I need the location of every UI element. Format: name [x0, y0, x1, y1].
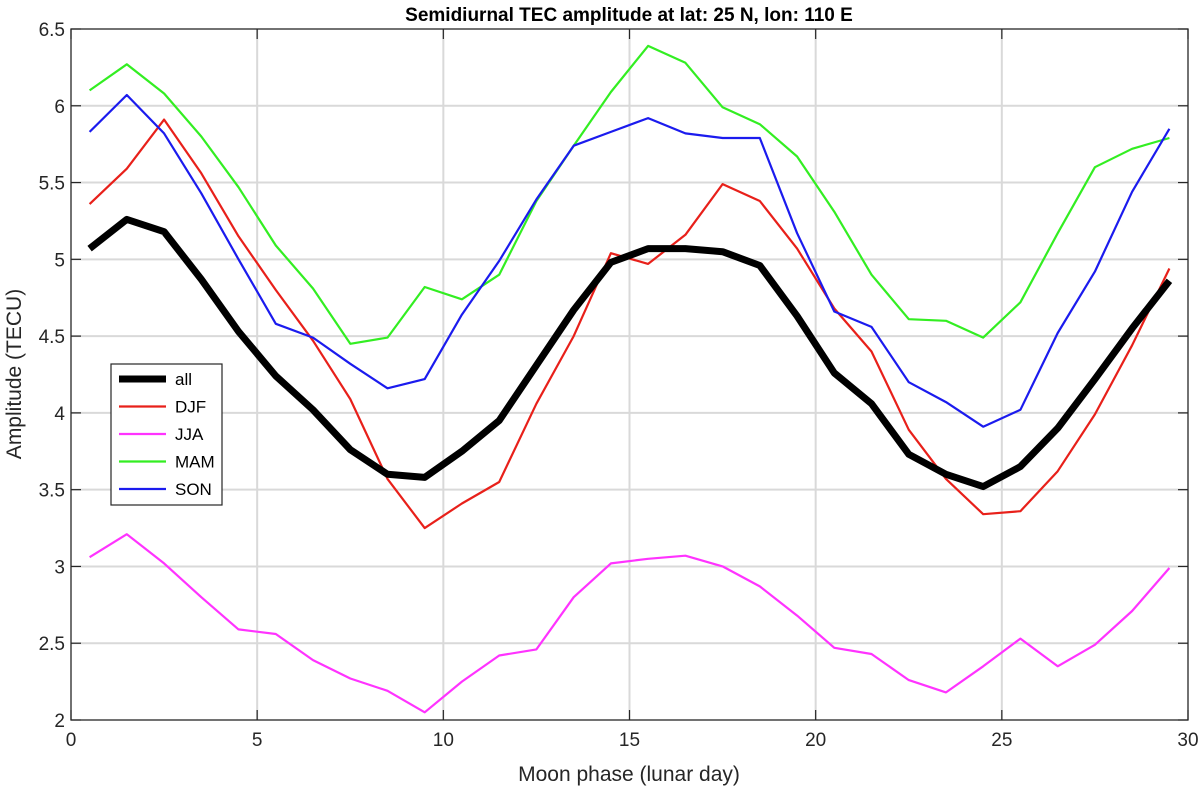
legend: all DJF JJA MAM SON: [110, 363, 223, 506]
x-tick-label: 20: [805, 730, 826, 751]
y-tick-label: 6: [54, 97, 65, 118]
legend-label-jja: JJA: [175, 425, 204, 444]
y-axis-label: Amplitude (TECU): [3, 289, 26, 459]
tick-labels: 0 5 10 15 20 25 30 2 2.5 3 3.5 4 4.5 5 5.5 6 6.5: [39, 20, 1199, 751]
series-line-mam: [88, 44, 1170, 345]
ticks: [70, 28, 1189, 721]
chart-title: Semidiurnal TEC amplitude at lat: 25 N, …: [405, 5, 853, 26]
x-tick-label: 10: [433, 730, 454, 751]
y-tick-label: 6.5: [39, 20, 65, 41]
y-tick-label: 3.5: [39, 481, 65, 502]
y-tick-label: 5: [54, 250, 65, 271]
y-tick-label: 5.5: [39, 174, 65, 195]
y-tick-label: 2: [54, 711, 65, 732]
x-tick-label: 15: [619, 730, 640, 751]
x-tick-label: 5: [252, 730, 263, 751]
series-line-jja: [89, 533, 1171, 714]
series-line-son: [88, 93, 1171, 428]
legend-label-son: SON: [175, 480, 212, 499]
series-line-all: [87, 215, 1173, 491]
x-axis-label: Moon phase (lunar day): [518, 763, 740, 786]
x-tick-label: 30: [1177, 730, 1198, 751]
y-tick-label: 4.5: [39, 327, 65, 348]
series-layer: [87, 44, 1173, 714]
legend-label-mam: MAM: [175, 453, 215, 472]
legend-label-djf: DJF: [175, 398, 206, 417]
y-tick-label: 4: [54, 404, 65, 425]
y-tick-label: 2.5: [39, 634, 65, 655]
legend-label-all: all: [175, 370, 192, 389]
x-tick-label: 0: [66, 730, 77, 751]
y-tick-label: 3: [54, 557, 65, 578]
x-tick-label: 25: [991, 730, 1012, 751]
